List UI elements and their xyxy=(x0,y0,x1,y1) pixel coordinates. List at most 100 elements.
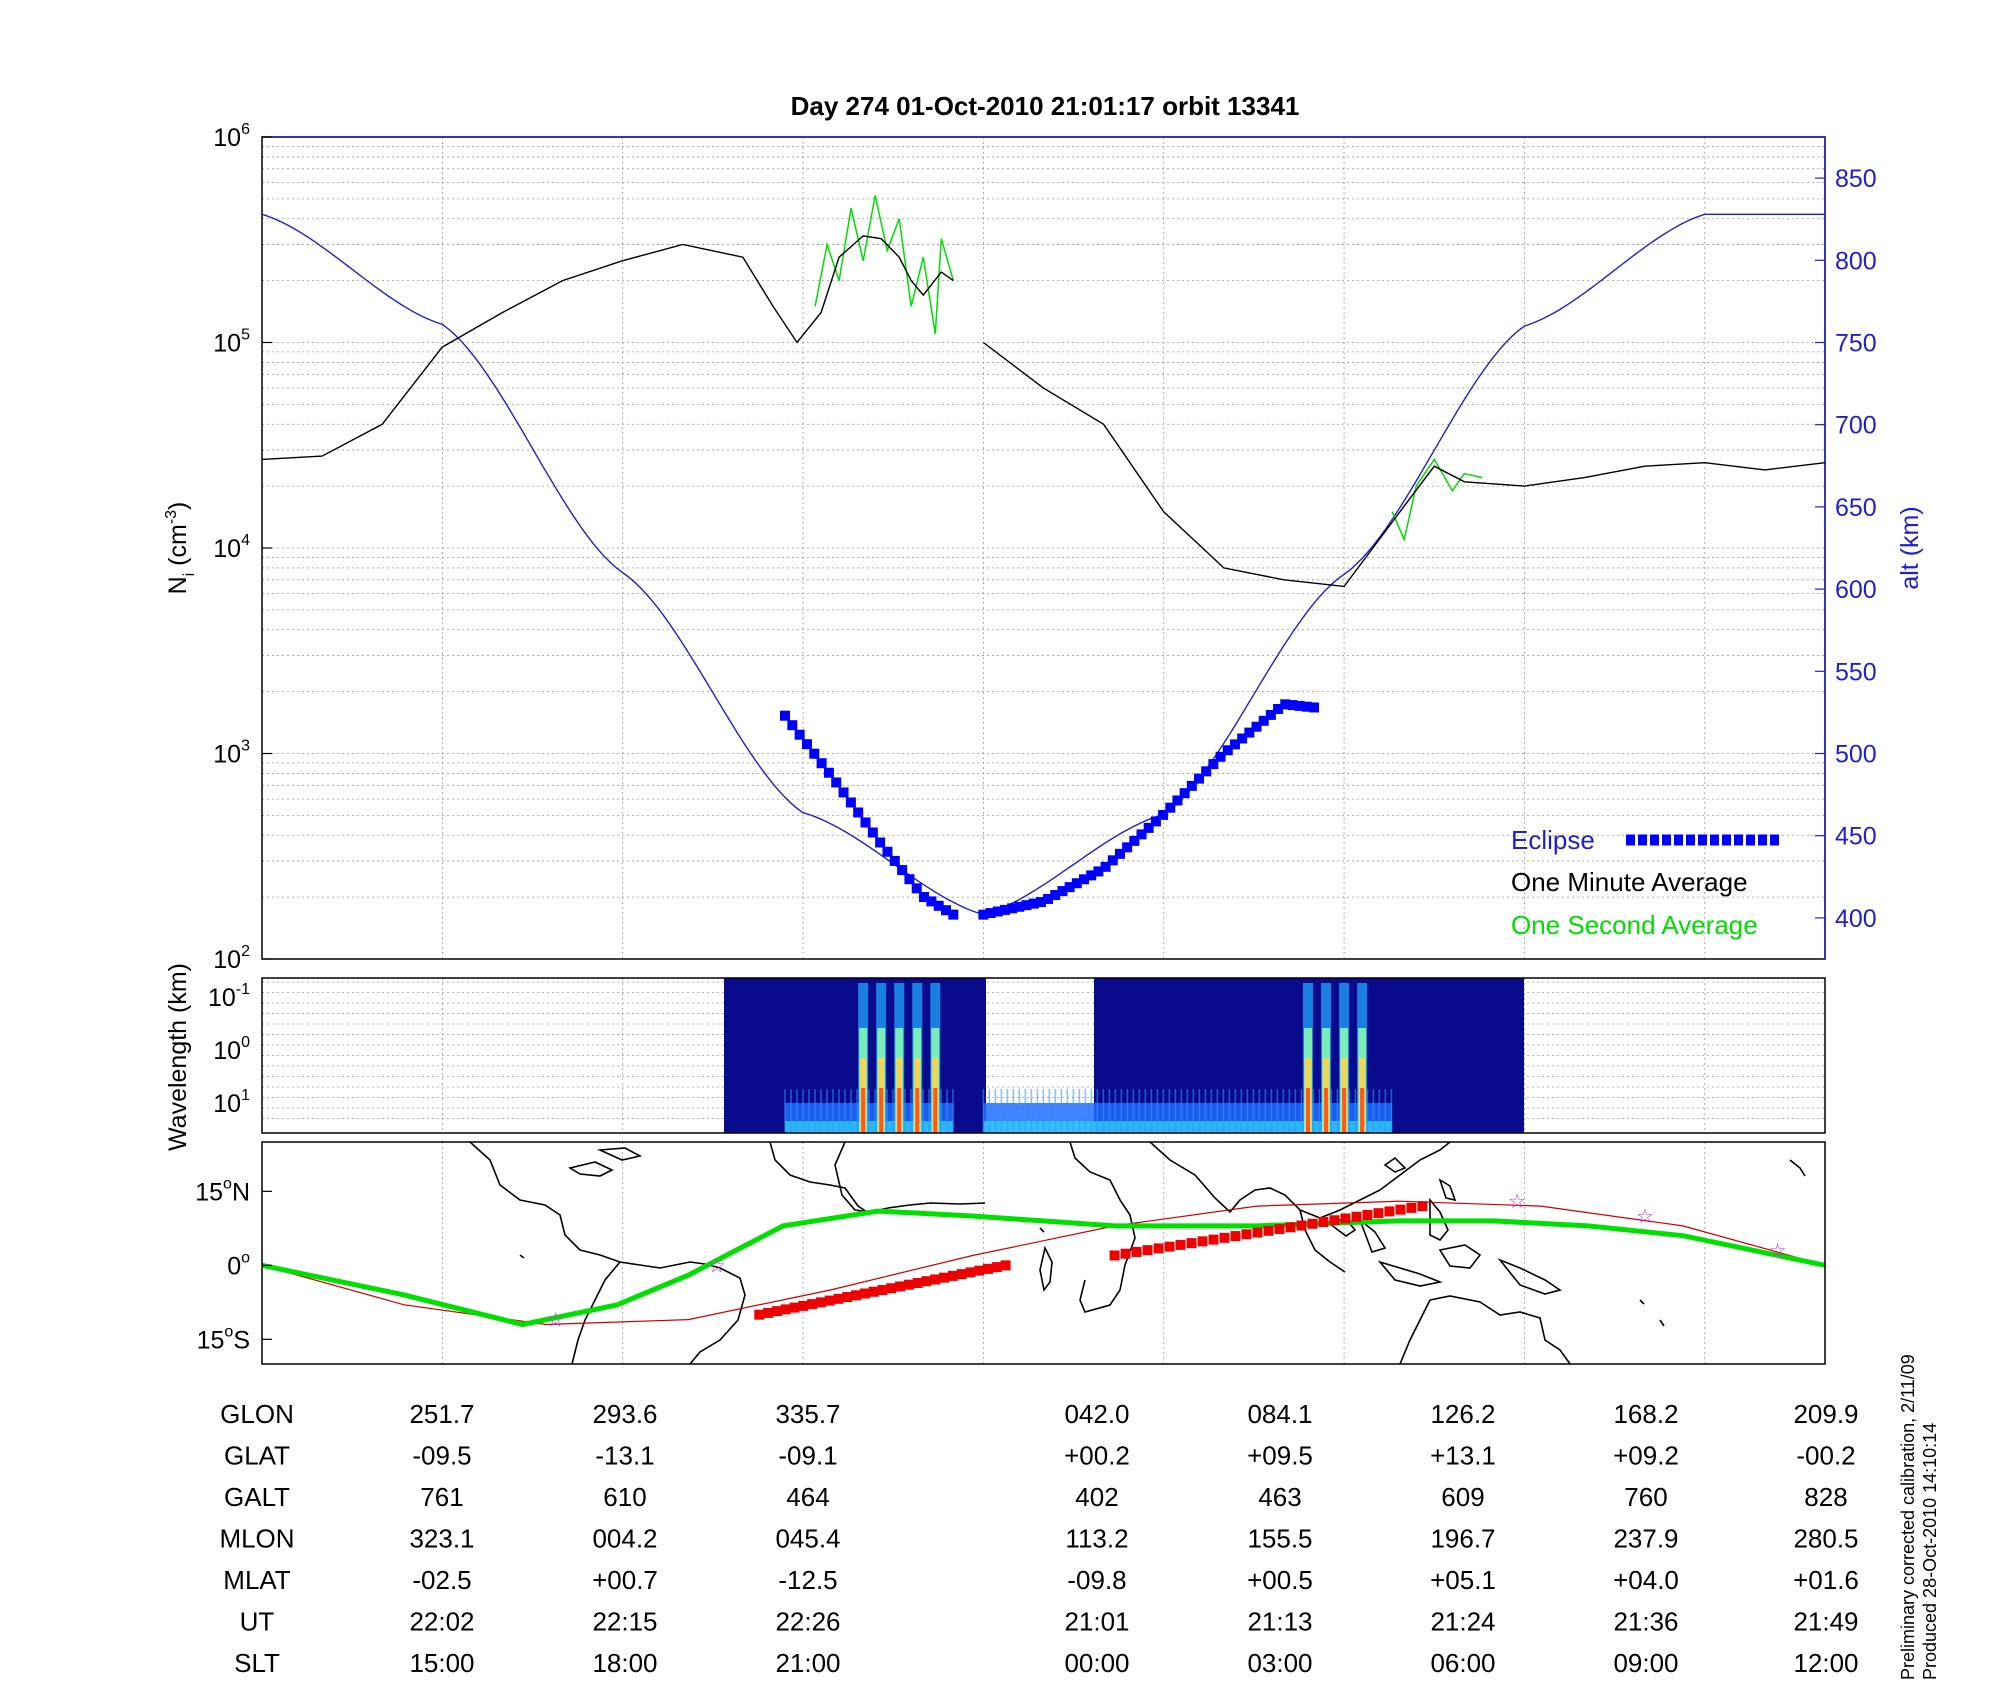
eclipse-marker xyxy=(882,846,893,857)
star-markers: ☆ ☆ ☆ ☆ ☆ xyxy=(547,1189,1787,1331)
ground-eclipse-marker xyxy=(851,1290,862,1301)
table-cell: 18:00 xyxy=(592,1648,657,1678)
ground-eclipse-marker xyxy=(1318,1216,1329,1227)
table-cell: -02.5 xyxy=(412,1565,471,1595)
eclipse-marker xyxy=(1114,848,1125,859)
spectrogram-axes-box xyxy=(261,977,1826,1134)
spectrogram-tick-label: 101 xyxy=(213,1087,250,1118)
table-cell: 042.0 xyxy=(1064,1399,1129,1429)
eclipse-marker xyxy=(1186,780,1197,791)
table-cell: 22:02 xyxy=(409,1607,474,1637)
ground-eclipse-marker xyxy=(1241,1229,1252,1240)
eclipse-marker xyxy=(985,908,996,919)
eclipse-marker xyxy=(1265,709,1276,720)
ground-eclipse-marker xyxy=(833,1293,844,1304)
eclipse-marker xyxy=(1093,866,1104,877)
eclipse-series xyxy=(780,699,1320,920)
eclipse-marker xyxy=(1100,861,1111,872)
map-axes-box xyxy=(261,1141,1826,1365)
ni-one-second-line xyxy=(1391,457,1483,542)
ground-eclipse-marker xyxy=(1120,1248,1131,1259)
eclipse-marker xyxy=(933,900,944,911)
table-row-label: SLT xyxy=(234,1648,280,1678)
table-cell: 004.2 xyxy=(592,1524,657,1554)
eclipse-marker xyxy=(978,909,989,920)
left-tick-label: 106 xyxy=(213,121,250,152)
table-cell: 21:36 xyxy=(1613,1607,1678,1637)
ground-eclipse-marker xyxy=(780,1304,791,1315)
produced-note: Produced 28-Oct-2010 14:10:14 xyxy=(1920,1423,1940,1680)
ground-eclipse-marker xyxy=(1164,1241,1175,1252)
altitude-line xyxy=(262,213,1825,916)
map-tick-label: 15oN xyxy=(195,1175,250,1206)
table-cell: +01.6 xyxy=(1793,1565,1859,1595)
table-cell: +09.5 xyxy=(1247,1441,1313,1471)
ground-track-eclipse xyxy=(754,1201,1428,1320)
table-cell: 09:00 xyxy=(1613,1648,1678,1678)
calibration-note: Preliminary corrected calibration, 2/11/… xyxy=(1898,1354,1918,1680)
eclipse-marker xyxy=(1194,773,1205,784)
table-cell: 196.7 xyxy=(1430,1524,1495,1554)
left-tick-label: 103 xyxy=(213,738,250,769)
left-tick-label: 104 xyxy=(213,532,250,563)
eclipse-marker xyxy=(823,767,834,778)
ground-eclipse-marker xyxy=(1406,1202,1417,1213)
spectrogram-tick-label: 10-1 xyxy=(208,981,250,1012)
ground-eclipse-marker xyxy=(798,1300,809,1311)
table-cell: 21:13 xyxy=(1247,1607,1312,1637)
table-row-label: MLON xyxy=(219,1524,294,1554)
table-cell: 12:00 xyxy=(1793,1648,1858,1678)
star-marker: ☆ xyxy=(708,1253,726,1277)
eclipse-marker xyxy=(1251,721,1262,732)
eclipse-marker xyxy=(904,874,915,885)
table-cell: +13.1 xyxy=(1430,1441,1496,1471)
map-grid xyxy=(441,1142,1706,1364)
ground-eclipse-marker xyxy=(1296,1220,1307,1231)
eclipse-marker xyxy=(1273,704,1284,715)
star-marker: ☆ xyxy=(547,1308,565,1332)
eclipse-marker xyxy=(1079,874,1090,885)
eclipse-marker xyxy=(1071,878,1082,889)
eclipse-marker xyxy=(867,827,878,838)
table-cell: 00:00 xyxy=(1064,1648,1129,1678)
table-cell: 155.5 xyxy=(1247,1524,1312,1554)
ground-eclipse-marker xyxy=(842,1292,853,1303)
table-cell: +09.2 xyxy=(1613,1441,1679,1471)
ground-eclipse-marker xyxy=(1274,1224,1285,1235)
ni-one-second-line xyxy=(814,195,955,335)
legend-minute-label: One Minute Average xyxy=(1511,867,1748,897)
table-cell: 22:26 xyxy=(775,1607,840,1637)
ground-eclipse-marker xyxy=(983,1263,994,1274)
ground-eclipse-marker xyxy=(1142,1245,1153,1256)
table-row-label: GLON xyxy=(220,1399,294,1429)
eclipse-marker xyxy=(1301,701,1312,712)
spectrogram-hot-band-peak xyxy=(1360,1088,1365,1133)
ground-eclipse-marker xyxy=(886,1283,897,1294)
table-cell: 335.7 xyxy=(775,1399,840,1429)
map-ticks: 15oN 0o 15oS xyxy=(195,1175,272,1354)
ground-eclipse-marker xyxy=(1384,1206,1395,1217)
ground-eclipse-marker xyxy=(1131,1246,1142,1257)
eclipse-marker xyxy=(838,787,849,798)
ground-eclipse-marker xyxy=(1373,1208,1384,1219)
table-cell: 280.5 xyxy=(1793,1524,1858,1554)
spectrogram-hot-band-peak xyxy=(879,1088,884,1133)
eclipse-marker xyxy=(1165,802,1176,813)
eclipse-marker xyxy=(1208,759,1219,770)
eclipse-marker xyxy=(1007,903,1018,914)
ground-eclipse-marker xyxy=(1219,1232,1230,1243)
ground-eclipse-marker xyxy=(1197,1236,1208,1247)
table-cell: 251.7 xyxy=(409,1399,474,1429)
coastlines xyxy=(469,1142,1806,1364)
ground-eclipse-marker xyxy=(789,1302,800,1313)
eclipse-marker xyxy=(853,807,864,818)
ground-eclipse-marker xyxy=(1186,1238,1197,1249)
ground-eclipse-marker xyxy=(754,1309,765,1320)
map-tick-label: 15oS xyxy=(197,1323,250,1354)
table-cell: 761 xyxy=(420,1482,463,1512)
right-axis-label: alt (km) xyxy=(1896,506,1924,589)
ground-eclipse-marker xyxy=(1252,1227,1263,1238)
ground-eclipse-marker xyxy=(947,1270,958,1281)
table-cell: -00.2 xyxy=(1796,1441,1855,1471)
eclipse-marker xyxy=(794,729,805,740)
